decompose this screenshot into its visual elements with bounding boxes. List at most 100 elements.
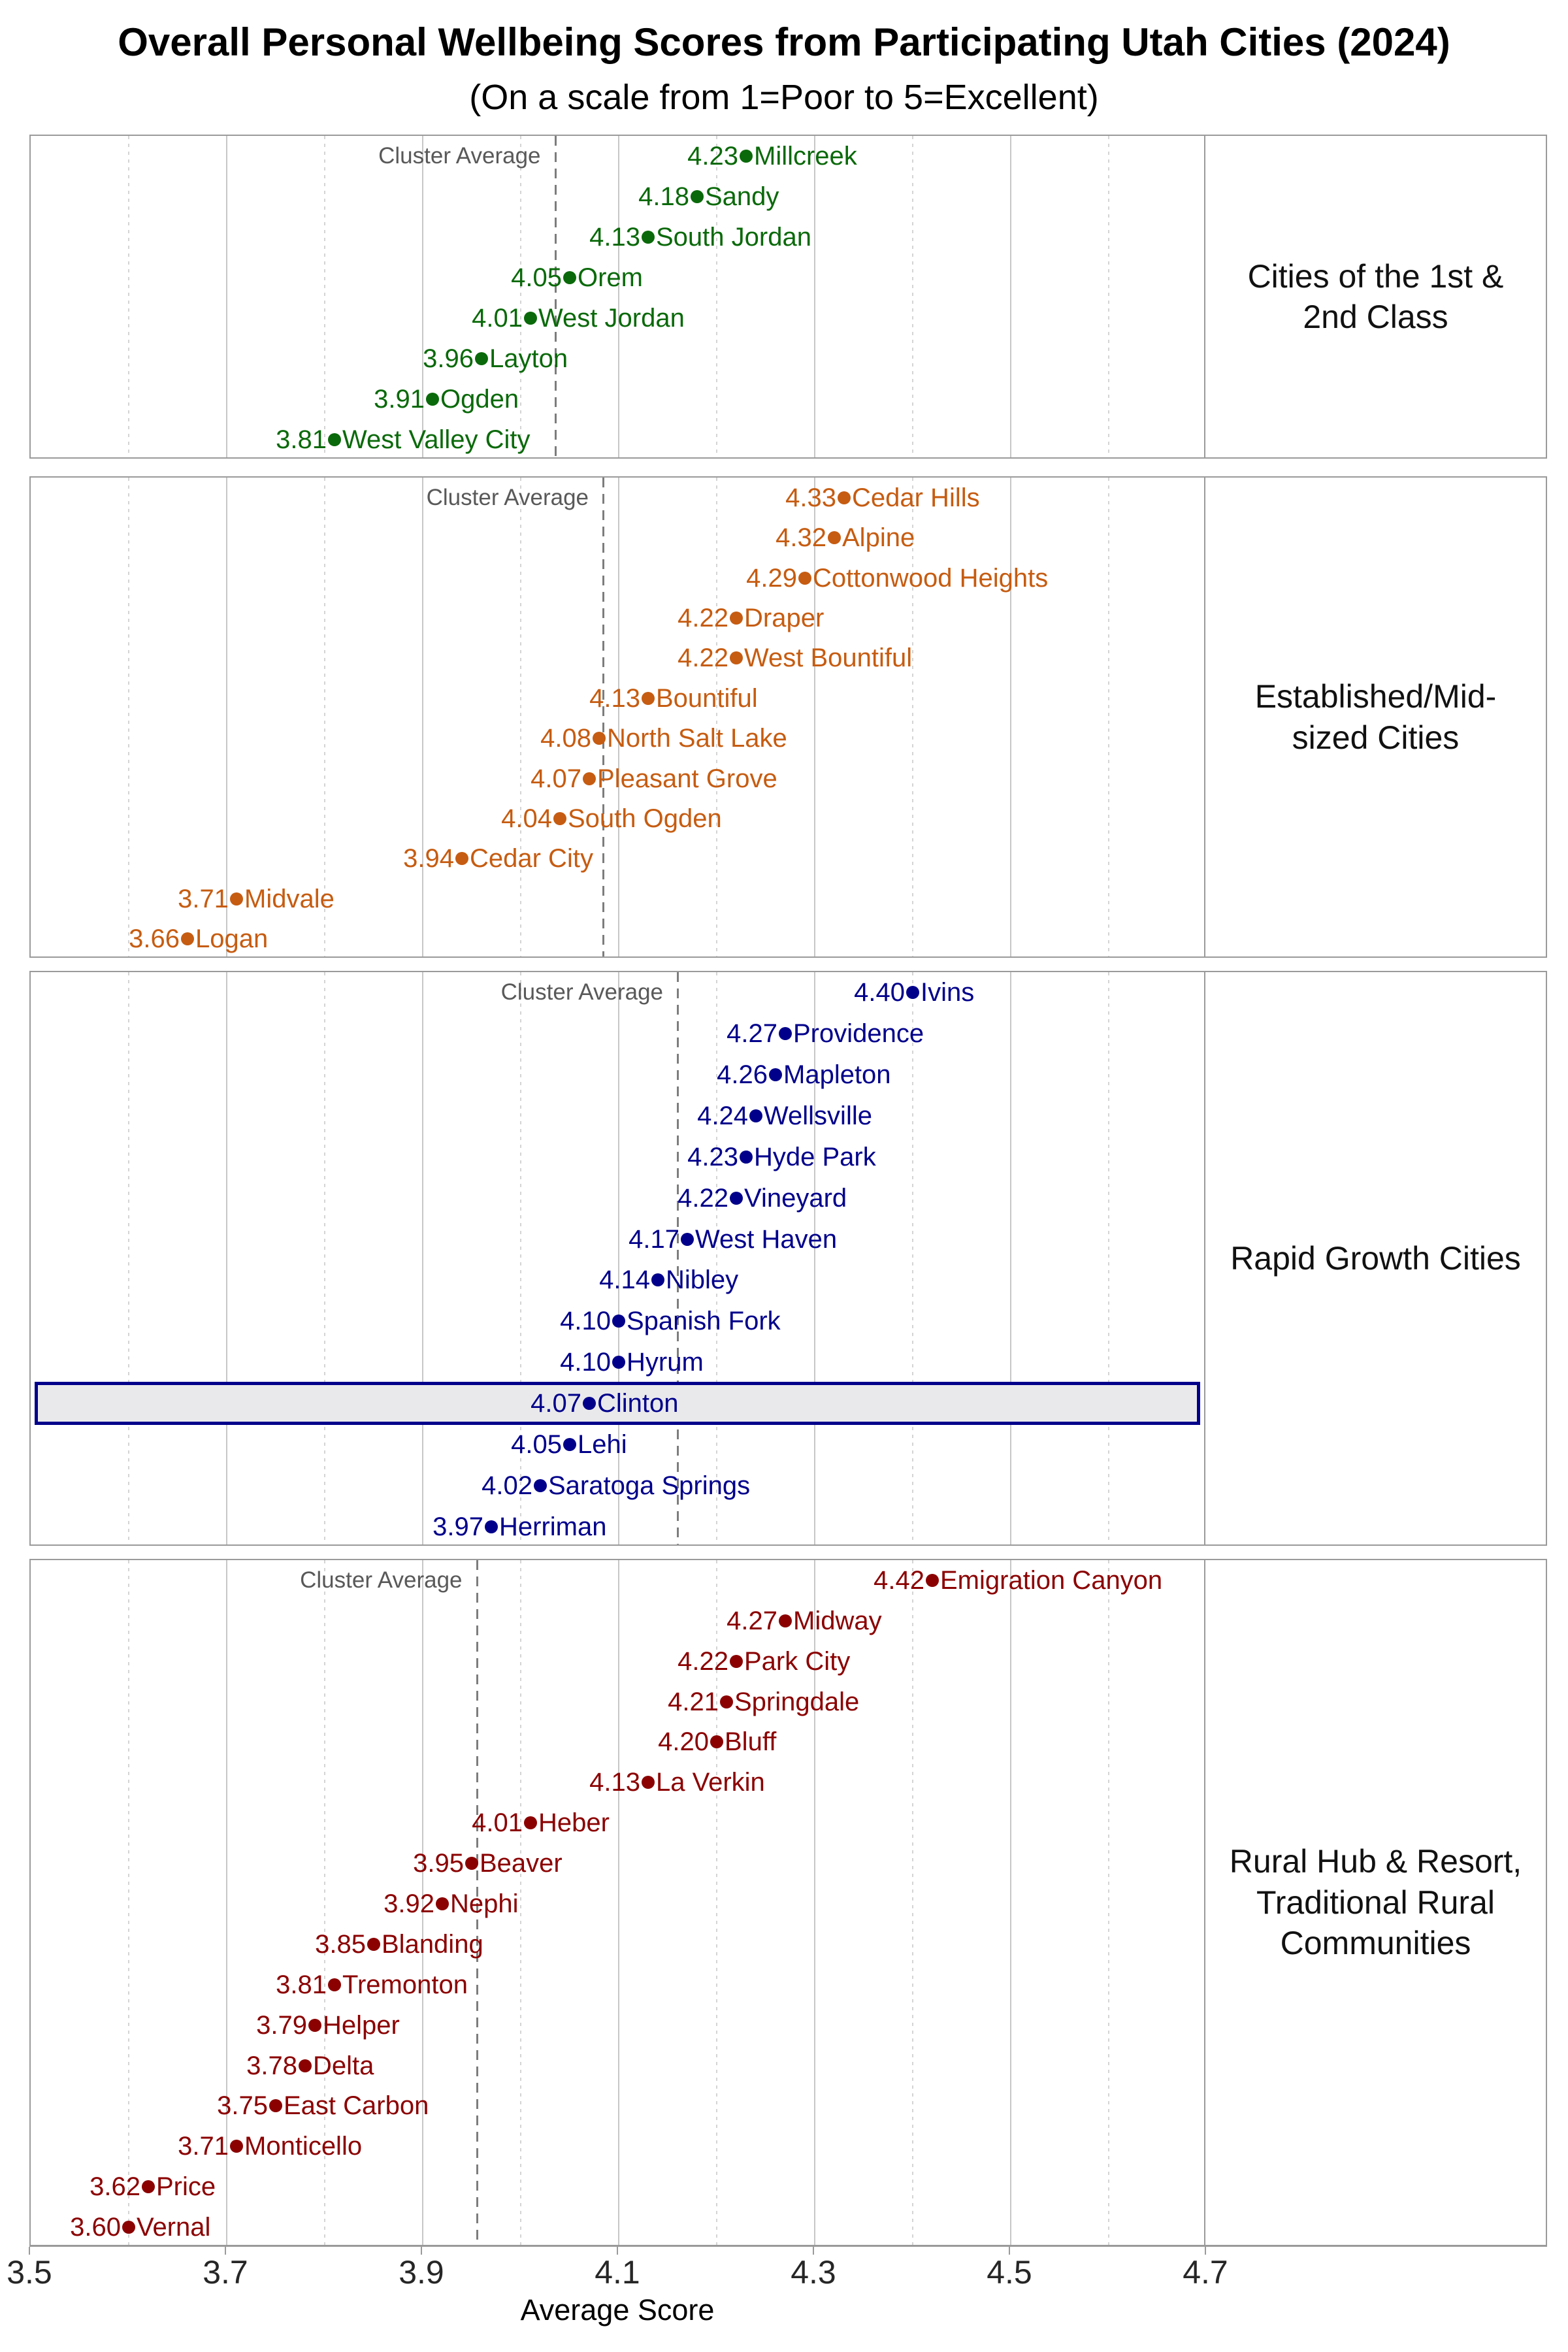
city-name: Vernal bbox=[137, 2213, 211, 2242]
x-axis-tick-label: 4.7 bbox=[1183, 2254, 1228, 2291]
data-point-dot bbox=[299, 2059, 312, 2072]
data-point-dot bbox=[681, 1232, 694, 1246]
minor-gridline bbox=[912, 478, 913, 956]
minor-gridline bbox=[1108, 478, 1109, 956]
x-axis-tick bbox=[1205, 2247, 1206, 2255]
facet-strip: Cities of the 1st & 2nd Class bbox=[1205, 135, 1547, 459]
city-name: Hyde Park bbox=[754, 1142, 876, 1171]
data-point-dot bbox=[691, 190, 704, 203]
city-score: 4.01 bbox=[472, 1808, 523, 1838]
city-name: Vineyard bbox=[744, 1183, 847, 1213]
city-score: 4.40 bbox=[854, 978, 905, 1007]
data-point-dot bbox=[749, 1109, 762, 1122]
minor-gridline bbox=[912, 136, 913, 457]
city-score: 4.23 bbox=[687, 142, 738, 171]
city-name: Helper bbox=[323, 2010, 400, 2040]
city-name: Emigration Canyon bbox=[940, 1565, 1163, 1595]
city-name: Draper bbox=[744, 603, 825, 632]
city-score: 4.22 bbox=[678, 1183, 728, 1213]
data-point-dot bbox=[269, 2099, 282, 2113]
minor-gridline bbox=[716, 136, 717, 457]
highlight-box bbox=[35, 1382, 1200, 1425]
city-name: Tremonton bbox=[342, 1970, 468, 1999]
data-point-dot bbox=[524, 312, 537, 325]
city-name: South Ogden bbox=[568, 804, 722, 834]
minor-gridline bbox=[716, 972, 717, 1544]
minor-gridline bbox=[1108, 1560, 1109, 2245]
city-score: 3.60 bbox=[70, 2213, 121, 2242]
x-axis-tick bbox=[617, 2247, 618, 2255]
city-score: 4.23 bbox=[687, 1142, 738, 1171]
city-name: Hyrum bbox=[627, 1348, 704, 1377]
facet-panel: Cluster Average 4.40 Ivins 4.27 Providence 4.… bbox=[29, 971, 1205, 1546]
city-score: 4.27 bbox=[727, 1606, 777, 1635]
data-point-dot bbox=[553, 812, 566, 826]
facet-strip: Rapid Growth Cities bbox=[1205, 971, 1547, 1546]
data-point-dot bbox=[838, 491, 851, 504]
cluster-average-label: Cluster Average bbox=[300, 1567, 463, 1593]
minor-gridline bbox=[128, 1560, 129, 2245]
city-score: 4.29 bbox=[746, 563, 797, 593]
x-axis-tick bbox=[421, 2247, 422, 2255]
city-name: Pleasant Grove bbox=[597, 764, 777, 793]
data-point-dot bbox=[593, 732, 606, 745]
data-point-dot bbox=[612, 1315, 625, 1328]
data-point-dot bbox=[730, 1654, 743, 1668]
city-name: West Jordan bbox=[538, 304, 685, 333]
city-name: Spanish Fork bbox=[627, 1307, 781, 1336]
minor-gridline bbox=[128, 972, 129, 1544]
city-score: 4.04 bbox=[501, 804, 552, 834]
city-score: 4.02 bbox=[482, 1471, 532, 1500]
city-score: 4.26 bbox=[717, 1060, 768, 1090]
data-point-dot bbox=[583, 1397, 596, 1410]
city-score: 4.20 bbox=[658, 1727, 709, 1757]
minor-gridline bbox=[716, 1560, 717, 2245]
city-score: 3.81 bbox=[276, 425, 327, 454]
city-name: Providence bbox=[793, 1019, 924, 1049]
data-point-dot bbox=[485, 1520, 498, 1533]
data-point-dot bbox=[710, 1735, 723, 1749]
data-point-dot bbox=[230, 892, 243, 906]
data-point-dot bbox=[142, 2180, 155, 2194]
city-name: Ivins bbox=[921, 978, 975, 1007]
city-score: 4.17 bbox=[629, 1224, 679, 1254]
city-score: 3.85 bbox=[315, 1929, 366, 1959]
data-point-dot bbox=[720, 1695, 733, 1708]
city-score: 4.32 bbox=[776, 523, 826, 553]
data-point-dot bbox=[740, 1150, 753, 1164]
data-point-dot bbox=[563, 271, 576, 284]
city-name: Price bbox=[156, 2172, 216, 2202]
cluster-average-line bbox=[476, 1560, 478, 2245]
major-gridline bbox=[1010, 136, 1011, 457]
city-score: 4.10 bbox=[560, 1307, 611, 1336]
data-point-dot bbox=[642, 691, 655, 705]
cluster-average-line bbox=[554, 136, 557, 457]
city-score: 4.08 bbox=[540, 724, 591, 753]
city-score: 4.22 bbox=[678, 603, 728, 632]
data-point-dot bbox=[642, 231, 655, 244]
city-name: Herriman bbox=[499, 1512, 607, 1541]
x-axis-tick bbox=[813, 2247, 814, 2255]
data-point-dot bbox=[426, 393, 439, 406]
city-score: 3.91 bbox=[374, 385, 425, 414]
city-score: 4.14 bbox=[599, 1266, 650, 1295]
data-point-dot bbox=[436, 1897, 449, 1910]
minor-gridline bbox=[716, 478, 717, 956]
data-point-dot bbox=[583, 772, 596, 785]
data-point-dot bbox=[563, 1437, 576, 1451]
data-point-dot bbox=[730, 651, 743, 665]
data-point-dot bbox=[906, 986, 919, 1000]
city-name: Lehi bbox=[578, 1429, 627, 1459]
city-name: Ogden bbox=[440, 385, 519, 414]
city-name: Saratoga Springs bbox=[548, 1471, 751, 1500]
city-name: Midway bbox=[793, 1606, 882, 1635]
city-score: 3.62 bbox=[90, 2172, 140, 2202]
x-axis-tick bbox=[29, 2247, 30, 2255]
major-gridline bbox=[618, 136, 619, 457]
major-gridline bbox=[226, 478, 227, 956]
city-name: Sandy bbox=[705, 182, 779, 211]
city-score: 3.71 bbox=[178, 884, 229, 913]
x-axis-title: Average Score bbox=[520, 2293, 715, 2327]
cluster-average-label: Cluster Average bbox=[378, 143, 541, 169]
